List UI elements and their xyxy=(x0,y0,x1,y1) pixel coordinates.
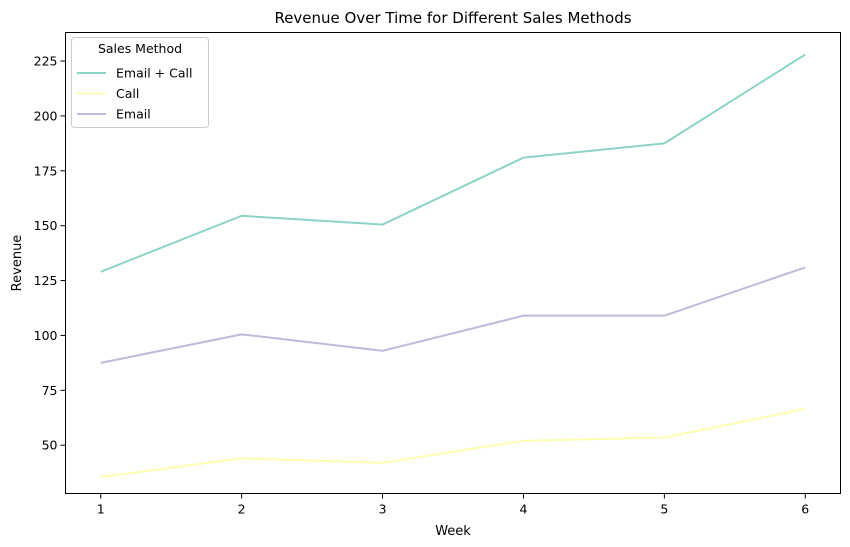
legend-title: Sales Method xyxy=(98,41,182,56)
y-tick-label: 125 xyxy=(34,273,58,288)
x-tick-label: 2 xyxy=(238,502,246,517)
y-tick-label: 75 xyxy=(42,383,58,398)
x-tick-label: 1 xyxy=(97,502,105,517)
legend-box xyxy=(71,37,209,128)
legend: Sales Method Email + Call Call Email xyxy=(71,37,209,128)
series-lines xyxy=(100,53,806,479)
y-tick-label: 225 xyxy=(34,54,58,69)
x-axis-label: Week xyxy=(435,524,471,539)
x-tick-label: 3 xyxy=(379,502,387,517)
series-line xyxy=(100,408,806,479)
y-tick-label: 150 xyxy=(34,218,58,233)
series-line xyxy=(100,266,806,364)
y-tick-label: 175 xyxy=(34,163,58,178)
series-line xyxy=(100,53,806,273)
chart-title: Revenue Over Time for Different Sales Me… xyxy=(274,9,631,27)
legend-label: Email + Call xyxy=(116,66,192,81)
y-axis: 50 75 100 125 150 175 200 225 xyxy=(34,54,66,453)
legend-label: Call xyxy=(116,86,139,101)
y-tick-label: 200 xyxy=(34,108,58,123)
x-axis: 1 2 3 4 5 6 xyxy=(97,493,809,517)
plot-frame xyxy=(65,32,841,494)
y-tick-label: 100 xyxy=(34,328,58,343)
plot-area xyxy=(65,32,841,494)
x-tick-label: 4 xyxy=(519,502,527,517)
legend-label: Email xyxy=(116,107,151,122)
y-tick-label: 50 xyxy=(42,438,58,453)
x-tick-label: 6 xyxy=(801,502,809,517)
x-tick-label: 5 xyxy=(660,502,668,517)
y-axis-label: Revenue xyxy=(10,235,25,292)
